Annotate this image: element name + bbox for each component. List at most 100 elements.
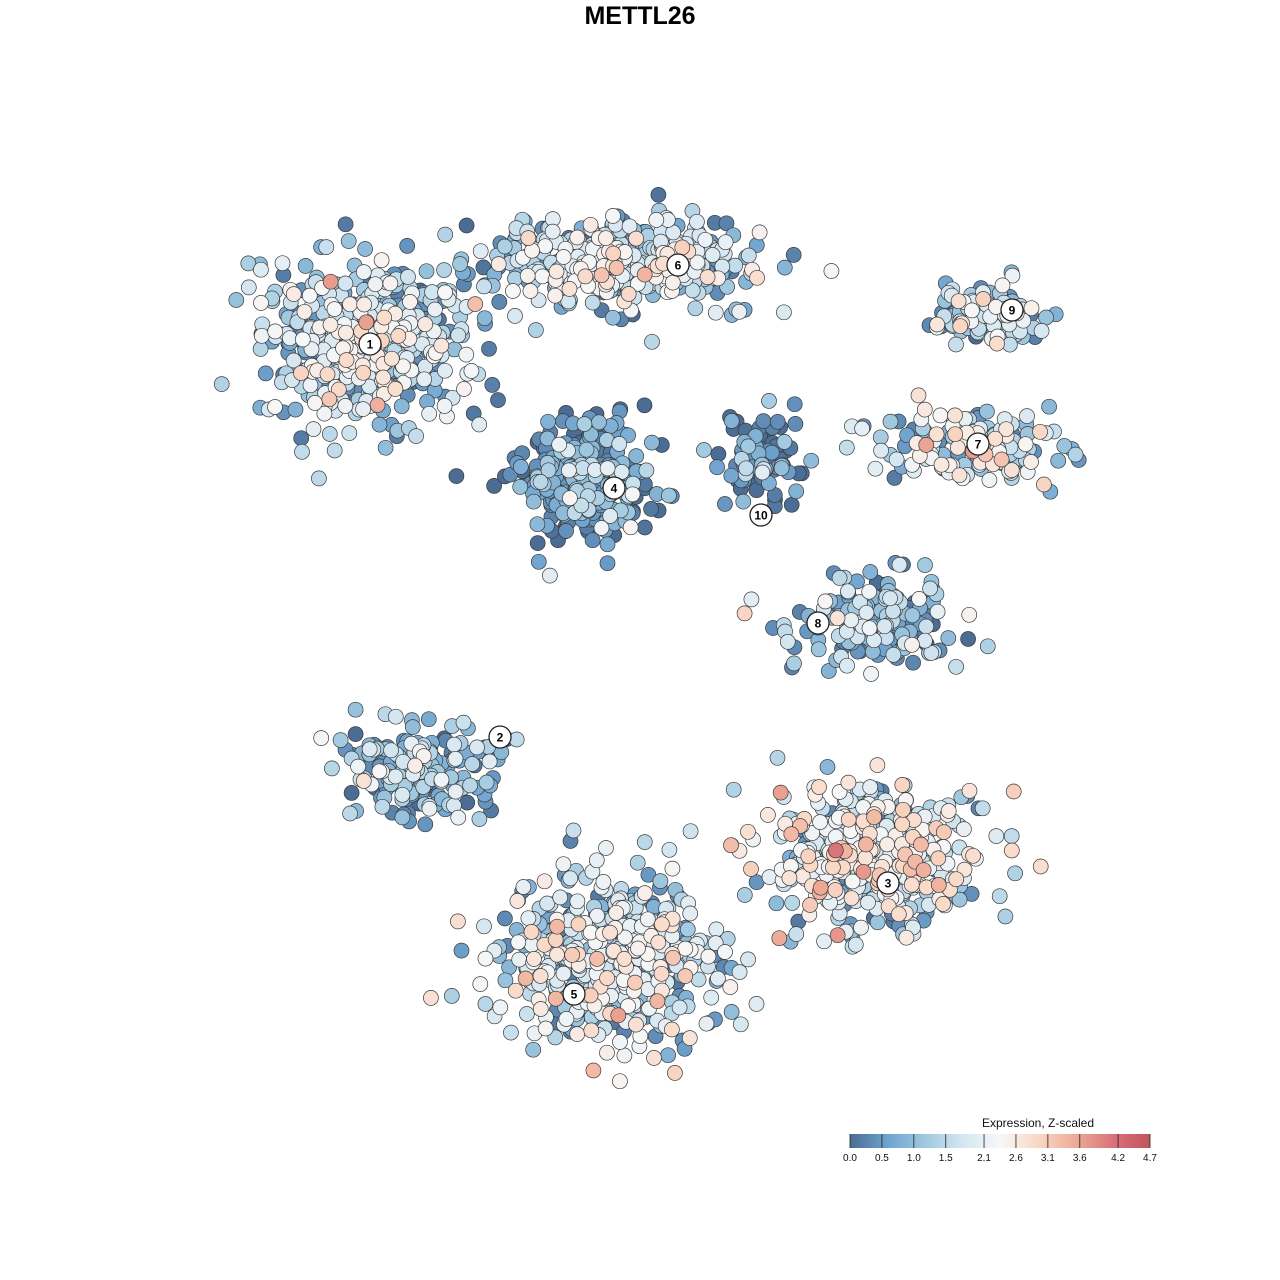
cell-point <box>928 426 945 443</box>
cell-point <box>717 496 733 512</box>
cell-point <box>472 243 489 260</box>
cell-point <box>703 989 720 1006</box>
cell-point <box>740 951 756 968</box>
cell-point <box>544 223 561 240</box>
cell-point <box>886 470 903 486</box>
cell-point <box>532 1001 549 1017</box>
legend-tick-label: 2.6 <box>1009 1153 1023 1164</box>
cell-point <box>810 641 827 658</box>
cell-point <box>253 261 269 278</box>
cell-point <box>240 279 257 296</box>
cell-point <box>355 364 372 381</box>
cell-point <box>374 798 391 815</box>
cell-point <box>975 291 992 307</box>
cell-point <box>253 295 269 311</box>
cell-point <box>1038 309 1054 326</box>
cell-point <box>904 607 921 624</box>
cell-point <box>687 300 704 317</box>
cell-point <box>228 292 245 308</box>
cell-point <box>776 259 793 276</box>
cell-point <box>723 467 740 484</box>
cell-point <box>322 316 339 333</box>
cell-points <box>213 186 1087 1090</box>
cell-point <box>522 283 539 299</box>
cell-point <box>399 238 416 254</box>
cell-point <box>404 719 421 735</box>
cell-point <box>472 976 489 992</box>
cell-point <box>949 439 966 456</box>
cell-point <box>1050 452 1067 469</box>
cell-point <box>697 231 714 248</box>
cell-point <box>294 443 310 460</box>
cell-point <box>639 911 656 928</box>
cell-point <box>455 714 472 731</box>
cell-point <box>847 936 864 953</box>
cell-point <box>548 263 565 280</box>
cell-point <box>529 516 546 533</box>
cell-point <box>252 341 269 357</box>
cell-point <box>710 446 727 462</box>
cell-point <box>537 238 554 255</box>
cell-point <box>382 275 399 292</box>
cell-point <box>738 460 754 477</box>
cell-point <box>497 972 514 989</box>
cell-point <box>981 472 998 488</box>
cell-point <box>436 262 452 278</box>
cell-point <box>602 924 618 941</box>
cell-point <box>876 618 893 635</box>
cell-point <box>526 951 542 967</box>
cell-point <box>916 401 933 418</box>
cell-point <box>497 910 513 927</box>
cell-point <box>595 874 612 890</box>
cell-point <box>858 836 874 853</box>
cell-point <box>555 856 572 873</box>
cell-point <box>552 889 569 906</box>
cell-point <box>860 894 876 911</box>
cell-point <box>447 783 464 800</box>
cell-point <box>700 948 717 965</box>
cell-point <box>443 988 460 1004</box>
cell-point <box>297 258 314 274</box>
cell-point <box>717 234 734 251</box>
cell-point <box>1032 423 1048 440</box>
cell-point <box>561 281 578 297</box>
cell-point <box>858 604 875 621</box>
cell-point <box>776 434 793 450</box>
cell-point <box>605 309 621 326</box>
cluster-labels: 1 6 4 10 9 7 8 2 3 5 <box>358 253 1024 1006</box>
cell-point <box>964 302 980 319</box>
cell-point <box>885 603 901 620</box>
cell-point <box>355 401 371 417</box>
cell-point <box>952 318 969 335</box>
cell-point <box>240 255 257 272</box>
cell-point <box>988 828 1005 844</box>
cell-point <box>583 1022 600 1039</box>
cell-point <box>735 493 752 510</box>
cell-point <box>450 327 467 344</box>
cell-point <box>437 362 453 379</box>
cluster-label-2: 2 <box>488 725 512 749</box>
cell-point <box>940 630 957 646</box>
cluster-label-9: 9 <box>1000 298 1024 322</box>
cell-point <box>503 1024 519 1041</box>
cluster-label-7: 7 <box>966 432 990 456</box>
cell-point <box>562 490 578 507</box>
cell-point <box>383 350 400 367</box>
cell-point <box>935 896 951 912</box>
cell-point <box>903 876 920 893</box>
cell-point <box>612 1073 628 1090</box>
cell-point <box>674 239 691 256</box>
cell-point <box>917 557 933 573</box>
cell-point <box>961 606 978 623</box>
cell-point <box>542 567 558 584</box>
cell-point <box>612 1034 628 1050</box>
cell-point <box>375 369 392 386</box>
cell-point <box>769 413 786 430</box>
cell-point <box>749 269 765 286</box>
cell-point <box>547 931 564 948</box>
cell-point <box>448 468 465 484</box>
cell-point <box>383 742 399 759</box>
cell-point <box>561 462 577 479</box>
cluster-label-10: 10 <box>749 503 773 527</box>
cell-point <box>956 821 972 837</box>
